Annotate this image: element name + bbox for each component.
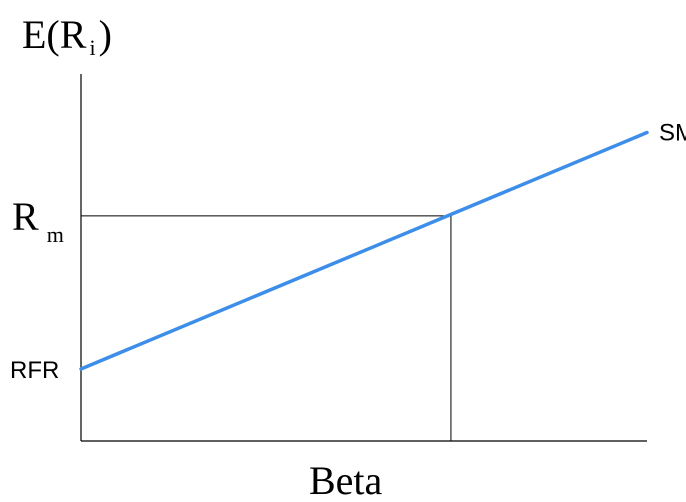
y-axis-label-base: E(R xyxy=(22,12,87,57)
x-axis-label: Beta xyxy=(309,458,383,502)
y-axis-label-close: ) xyxy=(99,12,112,57)
rm-label-subscript: m xyxy=(47,222,64,247)
y-axis-label: E(R i) xyxy=(22,12,112,60)
sml-line xyxy=(79,130,649,371)
sml-series-label: SML xyxy=(659,120,686,147)
y-axis-label-subscript: i xyxy=(89,35,95,60)
rm-label-base: R xyxy=(12,194,39,239)
rfr-label: RFR xyxy=(10,357,59,384)
